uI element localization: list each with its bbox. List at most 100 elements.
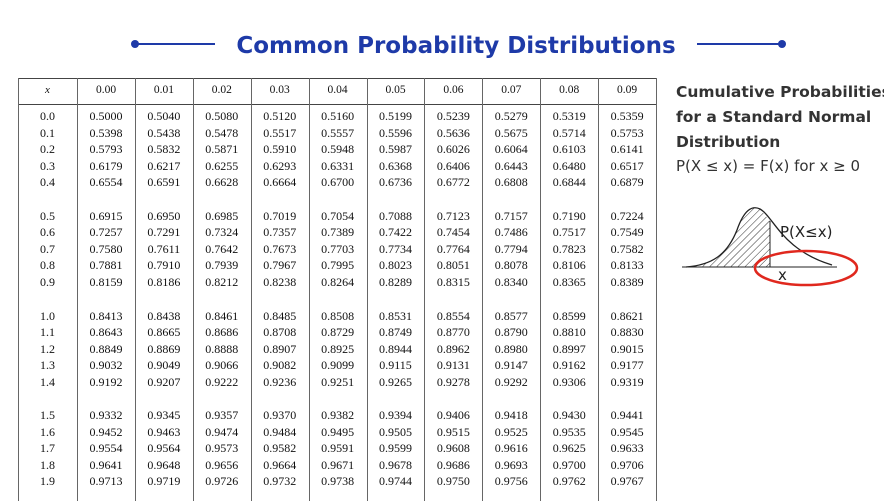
cell: 0.6554 <box>89 175 123 190</box>
row-label: 0.9 <box>40 274 55 289</box>
cell: 0.9591 <box>321 441 355 456</box>
cell: 0.8729 <box>321 325 355 340</box>
cell: 0.6591 <box>147 175 181 190</box>
cell: 0.9706 <box>610 457 644 472</box>
row-label: 0.5 <box>40 208 55 223</box>
title-bar: Common Probability Distributions <box>131 33 786 59</box>
cell: 0.9599 <box>379 441 412 456</box>
cell: 0.9015 <box>610 341 644 356</box>
cell: 0.8599 <box>552 308 586 323</box>
side-title-line: Distribution <box>676 133 781 151</box>
cell: 0.8438 <box>147 308 181 323</box>
highlight <box>753 249 859 287</box>
cell: 0.9370 <box>263 408 297 423</box>
column-header: 0.08 <box>559 84 580 96</box>
cell: 0.7257 <box>89 225 123 240</box>
cell: 0.7291 <box>147 225 181 240</box>
cell: 0.6406 <box>436 158 470 173</box>
cell: 0.9418 <box>494 408 528 423</box>
cell: 0.8980 <box>494 341 528 356</box>
cell: 0.6141 <box>610 142 644 157</box>
column-rule <box>424 78 426 501</box>
cell: 0.7642 <box>205 241 239 256</box>
row-label: 0.6 <box>40 225 55 240</box>
cell: 0.5438 <box>147 125 181 140</box>
cell: 0.6293 <box>263 158 297 173</box>
column-header: 0.04 <box>327 84 348 96</box>
header-top-rule <box>18 78 656 79</box>
cell: 0.9545 <box>610 424 644 439</box>
cell: 0.8106 <box>552 258 586 273</box>
cell: 0.9177 <box>610 358 644 373</box>
cell: 0.5239 <box>436 109 470 123</box>
diagram: P(X≤x) x <box>682 207 859 287</box>
cell: 0.9394 <box>379 408 412 423</box>
cell: 0.8708 <box>263 325 297 340</box>
row-label: 0.2 <box>40 142 55 157</box>
column-header: 0.05 <box>385 84 406 96</box>
cell: 0.8686 <box>205 325 239 340</box>
cell: 0.9762 <box>552 474 586 489</box>
shaded-area <box>686 207 770 267</box>
cell: 0.8289 <box>379 274 412 289</box>
cell: 0.8212 <box>205 274 239 289</box>
cell: 0.9625 <box>552 441 586 456</box>
cell: 0.5636 <box>436 125 470 140</box>
cell: 0.9049 <box>147 358 181 373</box>
cell: 0.5832 <box>147 142 181 157</box>
cell: 0.6772 <box>436 175 470 190</box>
cell: 0.8051 <box>436 258 470 273</box>
cell: 0.7123 <box>436 208 470 223</box>
cell: 0.9756 <box>494 474 528 489</box>
column-rule <box>18 78 19 501</box>
row-label: 1.7 <box>40 441 55 456</box>
cell: 0.9147 <box>494 358 528 373</box>
cell: 0.8531 <box>379 308 412 323</box>
row-label: 1.5 <box>40 408 55 423</box>
cell: 0.9222 <box>205 374 239 389</box>
cell: 0.5596 <box>379 125 412 140</box>
cell: 0.5199 <box>379 109 412 123</box>
cell: 0.8810 <box>552 325 586 340</box>
cell: 0.8790 <box>494 325 528 340</box>
cell: 0.7054 <box>321 208 355 223</box>
cell: 0.8665 <box>147 325 181 340</box>
cell: 0.9406 <box>436 408 470 423</box>
cell: 0.8413 <box>89 308 123 323</box>
column-header: 0.09 <box>617 84 638 96</box>
cell: 0.7357 <box>263 225 297 240</box>
row-label: 1.4 <box>40 374 55 389</box>
cell: 0.6628 <box>205 175 239 190</box>
cell: 0.9686 <box>436 457 470 472</box>
cell: 0.5714 <box>552 125 586 140</box>
cell: 0.9633 <box>610 441 644 456</box>
cell: 0.7967 <box>263 258 297 273</box>
row-label: 0.0 <box>40 109 55 123</box>
cell: 0.9515 <box>436 424 470 439</box>
cell: 0.9582 <box>263 441 297 456</box>
cell: 0.6331 <box>321 158 355 173</box>
cell: 0.6064 <box>494 142 528 157</box>
cell: 0.9265 <box>379 374 412 389</box>
cell: 0.9616 <box>494 441 528 456</box>
formula: P(X ≤ x) = F(x) for x ≥ 0 <box>676 157 861 175</box>
cell: 0.8159 <box>89 274 123 289</box>
dot <box>131 40 139 48</box>
column-rule <box>540 78 542 501</box>
row-label: 0.4 <box>40 175 55 190</box>
cell: 0.8888 <box>205 341 239 356</box>
column-header: 0.01 <box>153 84 174 96</box>
column-rule <box>77 78 78 501</box>
column-header: 0.07 <box>501 84 522 96</box>
row-label: 1.0 <box>40 308 55 323</box>
cell: 0.8554 <box>436 308 470 323</box>
cell: 0.8186 <box>147 274 181 289</box>
row-label: 1.1 <box>40 325 55 340</box>
cell: 0.9738 <box>321 474 355 489</box>
cell: 0.9099 <box>321 358 355 373</box>
cell: 0.8508 <box>321 308 355 323</box>
cell: 0.6915 <box>89 208 123 223</box>
cell: 0.7157 <box>494 208 528 223</box>
column-header: 0.06 <box>443 84 464 96</box>
